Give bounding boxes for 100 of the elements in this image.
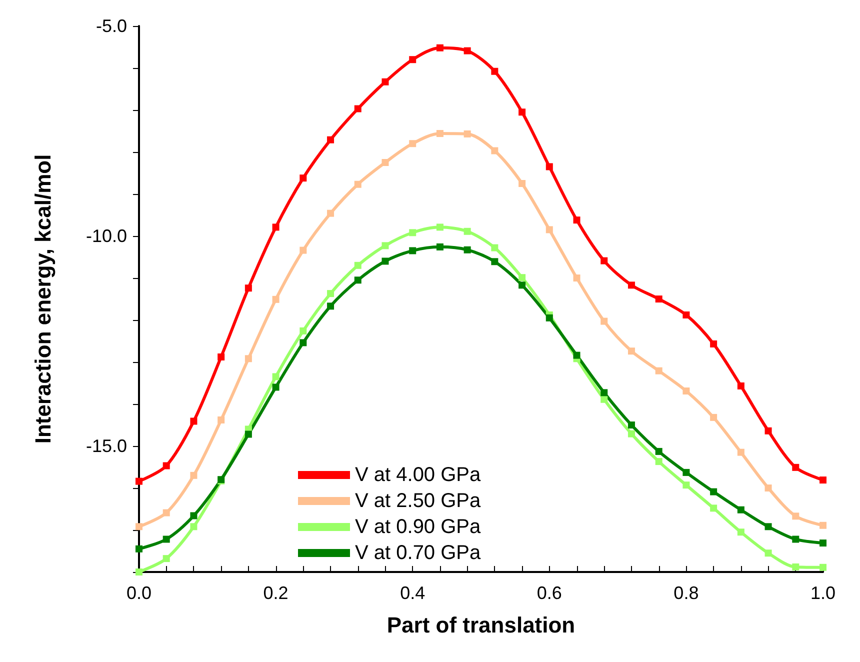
point [218,416,225,424]
point [737,528,744,536]
legend-label: V at 0.90 GPa [355,516,482,538]
point [327,290,334,298]
point [382,258,389,265]
point [764,427,772,434]
point [737,448,744,456]
x-axis-title: Part of translation [386,612,576,638]
point [764,484,772,492]
point [136,545,142,552]
point [573,352,580,359]
point [655,367,662,374]
point [300,327,307,334]
point [792,512,800,520]
x-tick-label: 0.4 [400,583,426,603]
point [327,302,334,310]
point [792,563,800,570]
point [546,314,553,322]
point [436,130,444,138]
point [600,389,608,396]
point [600,257,608,264]
x-tick-label: 0.0 [126,583,152,603]
point [272,373,280,380]
point [190,472,198,479]
y-axis-title: Interaction energy, kcal/mol [30,154,56,444]
point [491,258,498,266]
point [162,509,170,516]
y-tick-label: -5.0 [96,16,127,36]
x-tick-label: 0.6 [536,583,562,603]
point [710,414,718,421]
x-tick-label: 0.8 [674,583,699,603]
point [464,47,471,54]
point [518,180,526,187]
point [600,318,608,325]
point [409,56,416,64]
point [518,274,526,282]
point [136,523,142,530]
point [436,243,444,250]
point [710,340,718,348]
point [382,242,389,250]
point [491,147,498,154]
point [272,224,280,231]
point [354,180,362,188]
point [136,568,142,576]
point [655,296,662,302]
point [491,244,498,252]
point [573,274,580,282]
point [464,130,471,138]
point [710,504,718,512]
point [244,284,252,292]
point [300,174,307,182]
x-tick-label: 1.0 [810,583,836,603]
point [764,523,772,530]
point [682,387,690,394]
point [382,159,389,166]
point [573,216,580,224]
point [327,210,334,217]
point [546,163,553,170]
point [190,418,198,425]
point [136,478,142,485]
point [655,448,662,455]
point [628,422,635,428]
point [710,488,718,496]
point [436,44,444,52]
point [300,246,307,254]
point [628,282,635,289]
point [464,228,471,235]
point [162,555,170,562]
point [820,540,826,547]
point [628,430,635,438]
point [244,430,252,438]
point [464,246,471,254]
y-tick-label: -10.0 [86,226,127,246]
point [491,68,498,75]
point [327,136,334,144]
point [354,276,362,284]
point [682,311,690,318]
point [518,108,526,116]
point [820,522,826,529]
point [354,262,362,269]
point [737,506,744,514]
legend-label: V at 4.00 GPa [355,464,482,486]
legend-label: V at 2.50 GPa [355,490,482,512]
point [272,384,280,391]
point [628,348,635,355]
point [792,464,800,471]
point [190,512,198,520]
point [682,482,690,489]
point [244,355,252,362]
point [764,550,772,557]
point [218,353,225,360]
point [820,476,826,484]
point [682,468,690,476]
legend-label: V at 0.70 GPa [355,542,482,564]
point [655,458,662,466]
point [190,523,198,530]
point [409,229,416,236]
point [162,462,170,470]
point [300,339,307,346]
point [382,78,389,86]
